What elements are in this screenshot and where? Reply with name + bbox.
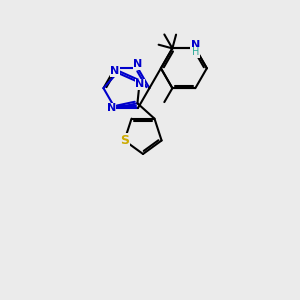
Text: S: S (120, 134, 129, 147)
Text: N: N (110, 66, 120, 76)
Text: N: N (135, 79, 145, 89)
Text: H: H (192, 47, 199, 57)
Text: N: N (106, 103, 116, 113)
Text: N: N (191, 40, 200, 50)
Text: N: N (133, 59, 142, 69)
